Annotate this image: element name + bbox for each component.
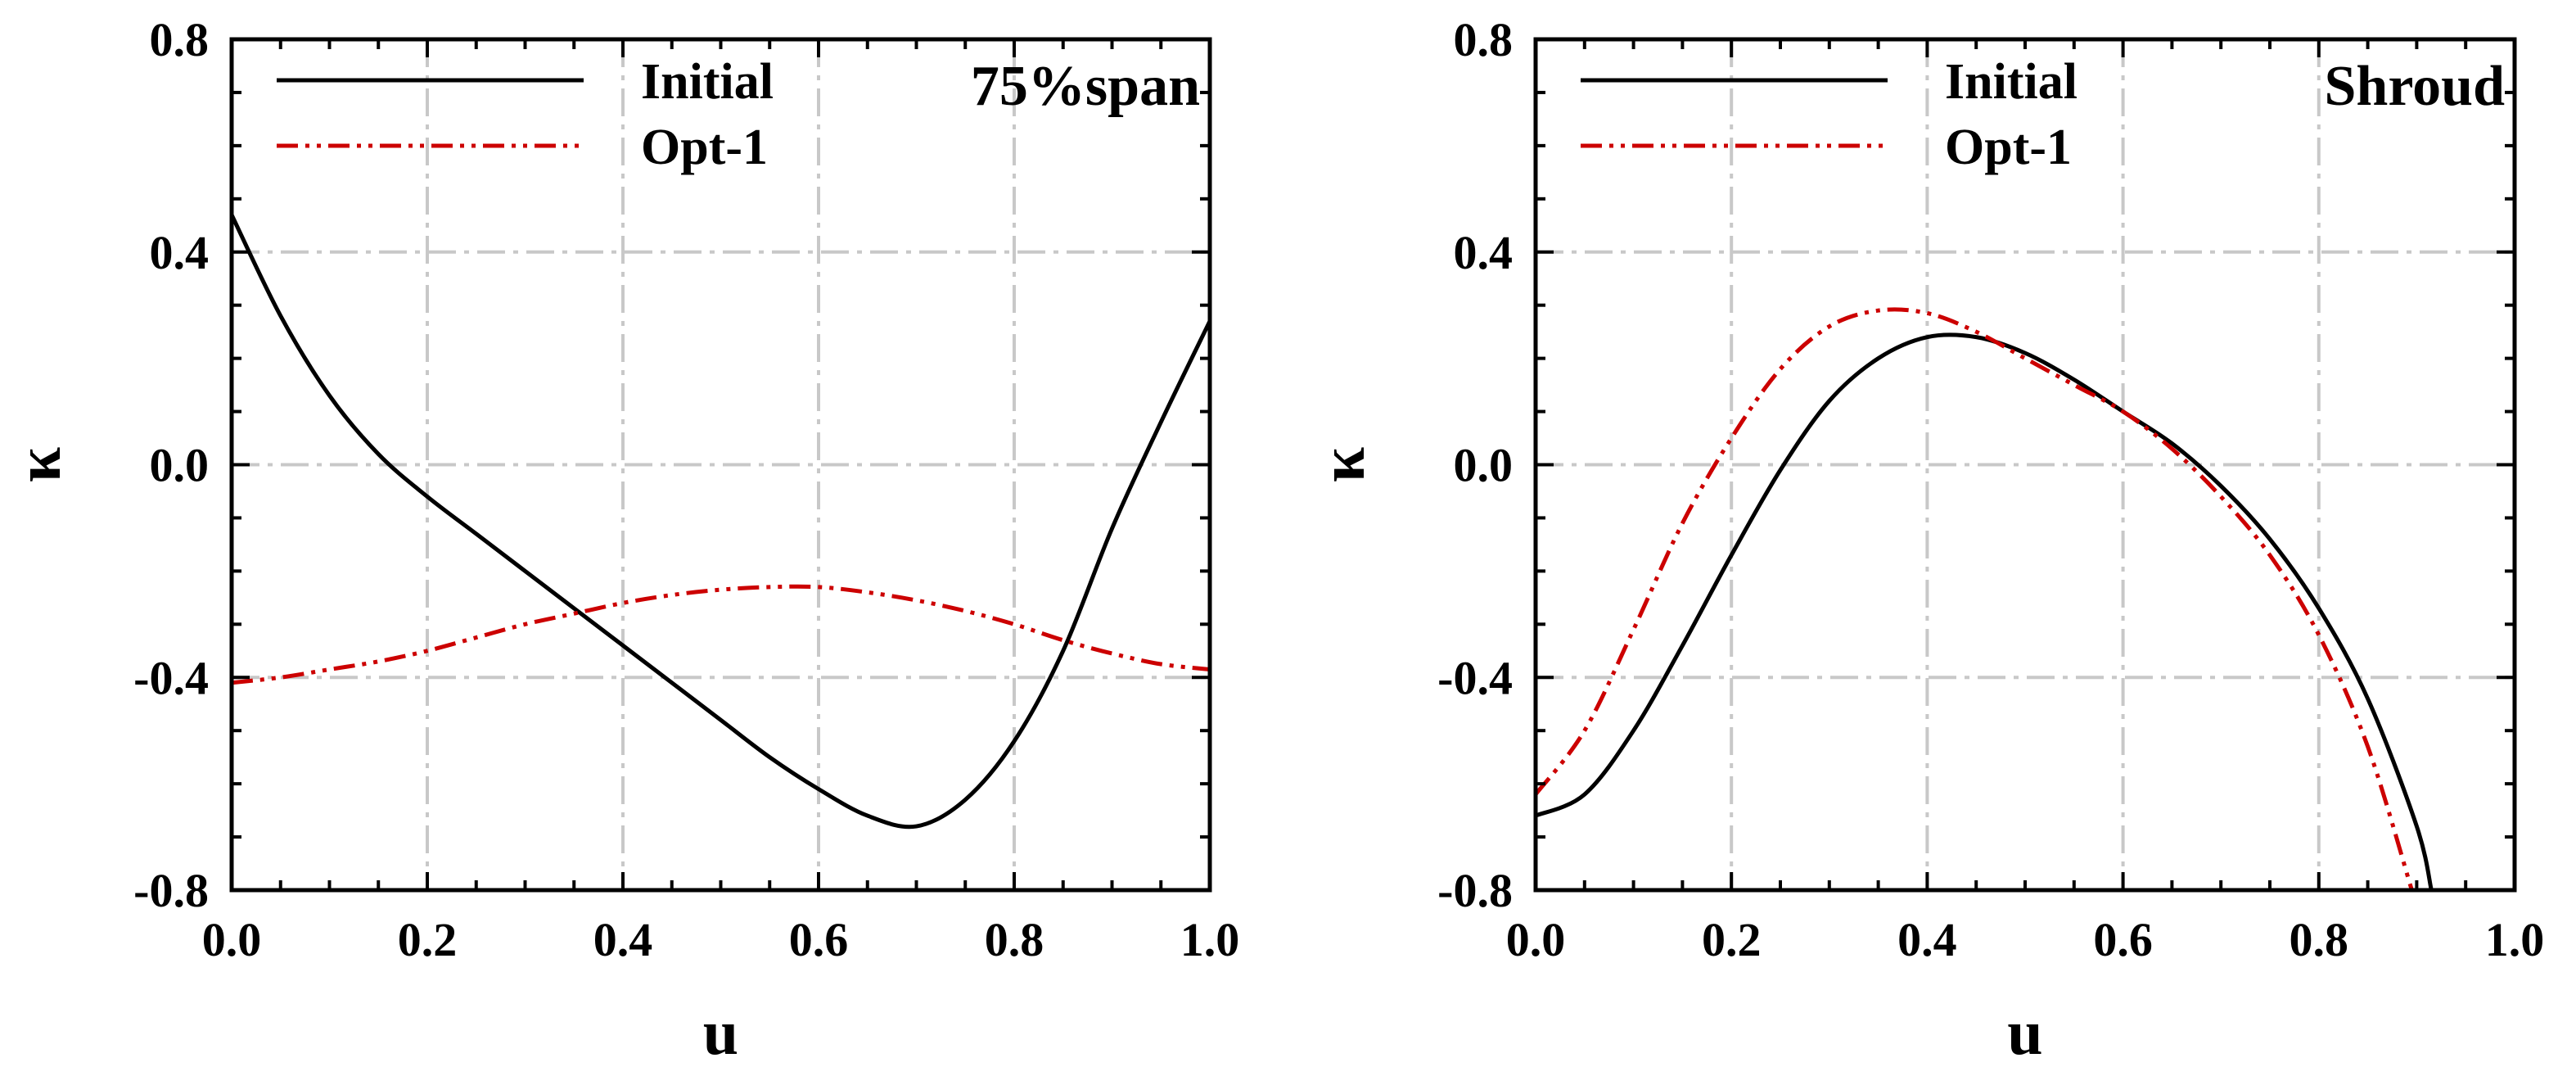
grid-lines [232,39,1210,890]
y-tick-label: -0.4 [133,651,209,704]
y-tick-labels: 0.8 0.4 0.0 -0.4 -0.8 [1437,13,1513,917]
tick-marks [230,38,1211,892]
legend-label-initial: Initial [1945,54,2077,110]
y-tick-label: -0.8 [1437,864,1513,917]
x-tick-label: 0.6 [789,913,849,966]
legend: Initial Opt-1 [277,54,774,175]
x-tick-label: 0.0 [1506,913,1566,966]
x-tick-label: 1.0 [1180,913,1240,966]
x-tick-label: 1.0 [2485,913,2545,966]
legend-label-initial: Initial [641,54,774,110]
series-layer [232,214,1210,830]
legend-label-opt-1: Opt-1 [641,120,768,175]
x-tick-label: 0.0 [202,913,262,966]
chart-panel-75-span: 0.0 0.2 0.4 0.6 0.8 1.0 0.8 0.4 0.0 -0.4… [2,13,1239,1067]
y-tick-label: 0.8 [150,13,210,66]
x-tick-label: 0.2 [398,913,458,966]
x-tick-label: 0.8 [985,913,1044,966]
series-line-opt-1 [1536,307,2414,890]
series-line-initial [1536,332,2434,890]
series-line-opt-1 [232,584,1210,685]
x-axis-label: u [2007,997,2042,1067]
x-tick-label: 0.4 [593,913,653,966]
chart-panel-shroud: 0.0 0.2 0.4 0.6 0.8 1.0 0.8 0.4 0.0 -0.4… [1306,13,2544,1067]
y-tick-label: -0.4 [1437,651,1513,704]
series-layer [1536,307,2434,890]
x-tick-label: 0.8 [2290,913,2349,966]
y-tick-label: 0.4 [150,226,210,279]
x-tick-labels: 0.0 0.2 0.4 0.6 0.8 1.0 [1506,913,2545,966]
x-tick-label: 0.2 [1702,913,1762,966]
x-axis-label: u [703,997,738,1067]
series-line-initial [232,214,1210,830]
panel-title: 75%span [971,55,1200,118]
y-tick-label: 0.4 [1454,226,1514,279]
x-tick-label: 0.4 [1897,913,1957,966]
legend: Initial Opt-1 [1581,54,2077,175]
y-tick-labels: 0.8 0.4 0.0 -0.4 -0.8 [133,13,209,917]
panel-title: Shroud [2324,55,2505,118]
tick-marks [1534,38,2516,892]
legend-label-opt-1: Opt-1 [1945,120,2072,175]
y-tick-label: 0.0 [1454,439,1514,492]
x-tick-label: 0.6 [2093,913,2153,966]
y-tick-label: -0.8 [133,864,209,917]
x-tick-labels: 0.0 0.2 0.4 0.6 0.8 1.0 [202,913,1240,966]
y-axis-label: κ [2,447,74,482]
y-axis-label: κ [1306,447,1378,482]
y-tick-label: 0.0 [150,439,210,492]
grid-lines [1536,39,2515,890]
y-tick-label: 0.8 [1454,13,1514,66]
